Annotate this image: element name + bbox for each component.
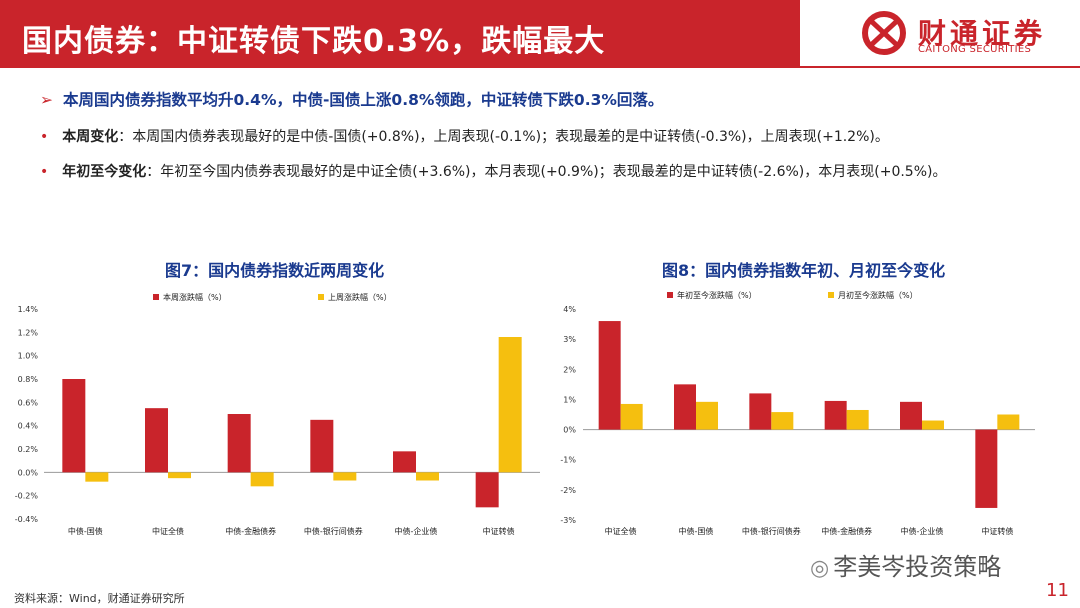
y-tick-label: -2% xyxy=(560,486,576,495)
logo-emblem-icon xyxy=(862,11,906,55)
y-tick-label: 1.4% xyxy=(18,305,39,314)
ytd-change-label: 年初至今变化 xyxy=(62,164,147,180)
chart1-title: 图7：国内债券指数近两周变化 xyxy=(165,261,385,280)
legend-swatch xyxy=(318,294,324,300)
bar-series1 xyxy=(900,401,922,430)
y-tick-label: 0.4% xyxy=(18,422,39,431)
logo-name-cn: 财通证券 xyxy=(918,17,1047,50)
legend-swatch xyxy=(828,292,834,298)
y-tick-label: -3% xyxy=(560,516,576,525)
y-tick-label: -0.4% xyxy=(15,515,39,524)
page-title: 国内债券：中证转债下跌0.3%，跌幅最大 xyxy=(22,24,606,59)
legend-label: 上周涨跌幅（%） xyxy=(328,292,392,302)
bar-series1 xyxy=(310,419,334,473)
summary-bullet: ➢ 本周国内债券指数平均升0.4%，中债-国债上涨0.8%领跑，中证转债下跌0.3… xyxy=(40,88,663,110)
watermark: ◎ 李美岑投资策略 xyxy=(810,547,1001,582)
summary-text: 本周国内债券指数平均升0.4%，中债-国债上涨0.8%领跑，中证转债下跌0.3%… xyxy=(63,91,664,109)
legend-label: 月初至今涨跌幅（%） xyxy=(838,290,918,300)
arrow-icon: ➢ xyxy=(40,91,53,109)
company-logo: 财通证券 CAITONG SECURITIES xyxy=(858,10,1058,60)
category-label: 中债-国债 xyxy=(679,526,714,536)
category-label: 中债-国债 xyxy=(68,526,103,536)
bar-series1 xyxy=(674,384,696,430)
category-label: 中债-金融债券 xyxy=(821,526,872,536)
y-tick-label: 0.8% xyxy=(18,375,39,384)
category-label: 中债-银行间债券 xyxy=(742,526,801,536)
chart2-ytd-mtd-change: -3% -2% -1% 0% 1% 2% 3% 4% 中证全债 中债-国债 中债-银行间债券 中债-金… xyxy=(560,290,1035,536)
bar-series1 xyxy=(475,472,499,508)
chart1-weekly-change: -0.4% -0.2% 0.0% 0.2% 0.4% 0.6% 0.8% 1.0% 1.2% 1.… xyxy=(15,292,540,536)
y-tick-label: 4% xyxy=(563,305,576,314)
bar-series1 xyxy=(227,414,251,473)
bar-series2 xyxy=(696,401,718,430)
bar-series2 xyxy=(997,414,1020,430)
bar-series2 xyxy=(333,472,357,481)
category-label: 中证转债 xyxy=(981,526,1013,536)
category-label: 中债-企业债 xyxy=(395,526,438,536)
category-label: 中债-企业债 xyxy=(901,526,944,536)
y-tick-label: 1.0% xyxy=(18,352,39,361)
ytd-change-bullet: • 年初至今变化：年初至今国内债券表现最好的是中证全债(+3.6%)，本月表现(+… xyxy=(40,161,946,181)
bar-series2 xyxy=(846,409,869,430)
y-tick-label: 0.2% xyxy=(18,445,39,454)
legend-label: 本周涨跌幅（%） xyxy=(163,292,227,302)
weekly-change-bullet: • 本周变化：本周国内债券表现最好的是中债-国债(+0.8%)，上周表现(-0.1… xyxy=(40,126,889,146)
bar-series1 xyxy=(975,429,998,508)
y-tick-label: 0% xyxy=(563,426,576,435)
bar-series1 xyxy=(598,321,621,430)
y-tick-label: 0.0% xyxy=(18,468,39,477)
bar-series2 xyxy=(168,472,191,479)
y-tick-label: -1% xyxy=(560,456,576,465)
watermark-text: 李美岑投资策略 xyxy=(833,553,1002,581)
bar-series2 xyxy=(771,412,794,430)
title-bar: 国内债券：中证转债下跌0.3%，跌幅最大 xyxy=(0,0,800,68)
category-label: 中证全债 xyxy=(152,526,184,536)
bullet-dot-icon: • xyxy=(40,129,49,145)
title-underline xyxy=(0,66,1080,68)
bar-series2 xyxy=(498,337,522,473)
legend-label: 年初至今涨跌幅（%） xyxy=(677,290,757,300)
y-tick-label: 1% xyxy=(563,395,576,404)
legend-swatch xyxy=(153,294,159,300)
bar-series1 xyxy=(393,451,416,473)
wechat-icon: ◎ xyxy=(810,556,830,581)
weekly-change-text: ：本周国内债券表现最好的是中债-国债(+0.8%)，上周表现(-0.1%)；表现… xyxy=(118,129,889,145)
page-number: 11 xyxy=(1046,580,1069,601)
bar-series1 xyxy=(62,379,86,473)
bar-series1 xyxy=(145,408,168,473)
ytd-change-text: ：年初至今国内债券表现最好的是中证全债(+3.6%)，本月表现(+0.9%)；表… xyxy=(146,164,947,180)
y-tick-label: 2% xyxy=(563,365,576,374)
bullet-dot-icon: • xyxy=(40,164,49,180)
logo-name-en: CAITONG SECURITIES xyxy=(918,44,1032,55)
chart2-title: 图8：国内债券指数年初、月初至今变化 xyxy=(662,261,946,280)
y-tick-label: 1.2% xyxy=(18,328,39,337)
category-label: 中债-金融债券 xyxy=(225,526,276,536)
bar-series1 xyxy=(824,400,847,430)
data-source: 资料来源：Wind，财通证券研究所 xyxy=(14,592,185,605)
category-label: 中债-银行间债券 xyxy=(304,526,363,536)
y-tick-label: 0.6% xyxy=(18,398,39,407)
y-tick-label: 3% xyxy=(563,335,576,344)
y-tick-label: -0.2% xyxy=(15,492,39,501)
category-label: 中证转债 xyxy=(483,526,515,536)
category-label: 中证全债 xyxy=(605,526,637,536)
bar-series2 xyxy=(416,472,439,481)
bar-series2 xyxy=(922,420,944,430)
bar-series2 xyxy=(85,472,109,482)
bar-series2 xyxy=(250,472,274,487)
bar-series2 xyxy=(620,403,643,430)
bar-series1 xyxy=(749,393,772,430)
weekly-change-label: 本周变化 xyxy=(62,129,119,145)
legend-swatch xyxy=(667,292,673,298)
